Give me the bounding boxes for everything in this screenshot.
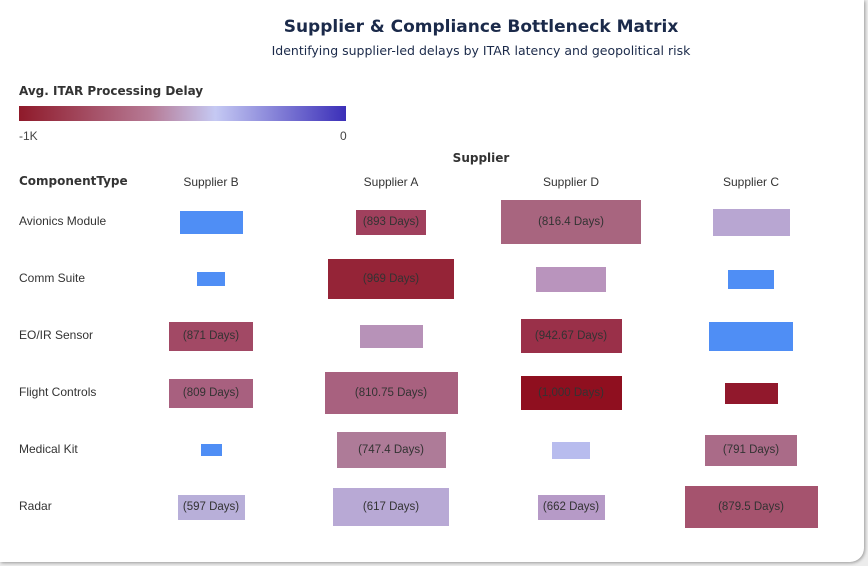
legend-max-label: 0 <box>340 129 347 143</box>
heatmap-cell[interactable] <box>200 444 222 456</box>
heatmap-cell[interactable] <box>197 272 225 286</box>
row-label: EO/IR Sensor <box>19 328 94 342</box>
row-label: Comm Suite <box>19 271 86 285</box>
row-label: Avionics Module <box>19 214 107 228</box>
heatmap-cell[interactable]: (879.5 Days) <box>684 486 818 528</box>
heatmap-cell[interactable]: (1,000 Days) <box>520 376 622 410</box>
heatmap-cell[interactable] <box>552 441 590 459</box>
heatmap-cell[interactable]: (747.4 Days) <box>336 432 446 468</box>
legend-color-scale <box>19 106 346 121</box>
heatmap-cell[interactable]: (969 Days) <box>328 259 454 299</box>
heatmap-cell[interactable]: (893 Days) <box>356 209 426 235</box>
legend-min-label: -1K <box>19 129 38 143</box>
heatmap-cell[interactable] <box>712 208 790 236</box>
heatmap-cell[interactable]: (662 Days) <box>537 494 605 520</box>
heatmap-cell[interactable]: (871 Days) <box>169 321 253 351</box>
row-axis-title: ComponentType <box>19 174 128 188</box>
row-label: Flight Controls <box>19 385 97 399</box>
heatmap-cell[interactable]: (942.67 Days) <box>520 319 622 353</box>
column-axis-title: Supplier <box>452 151 510 165</box>
row-label: Medical Kit <box>19 442 78 456</box>
heatmap-cell[interactable]: (791 Days) <box>705 434 797 466</box>
heatmap-cell[interactable] <box>359 324 423 348</box>
heatmap-cell[interactable]: (617 Days) <box>333 488 449 526</box>
chart-subtitle: Identifying supplier-led delays by ITAR … <box>271 43 691 58</box>
column-label: Supplier B <box>183 175 239 189</box>
heatmap-cell[interactable]: (597 Days) <box>177 494 245 520</box>
heatmap-cell[interactable] <box>179 210 243 234</box>
heatmap-cell[interactable]: (816.4 Days) <box>501 200 641 244</box>
heatmap-cell[interactable] <box>536 266 606 292</box>
heatmap-cell[interactable] <box>728 269 774 289</box>
heatmap-cell[interactable] <box>709 321 793 351</box>
heatmap-cell[interactable] <box>724 382 778 404</box>
heatmap-cell[interactable]: (809 Days) <box>169 378 253 408</box>
column-label: Supplier A <box>363 175 419 189</box>
legend-title: Avg. ITAR Processing Delay <box>19 84 204 98</box>
column-label: Supplier C <box>722 175 780 189</box>
chart-title: Supplier & Compliance Bottleneck Matrix <box>283 17 679 37</box>
row-label: Radar <box>19 499 52 513</box>
column-label: Supplier D <box>542 175 600 189</box>
heatmap-cell[interactable]: (810.75 Days) <box>324 372 458 414</box>
